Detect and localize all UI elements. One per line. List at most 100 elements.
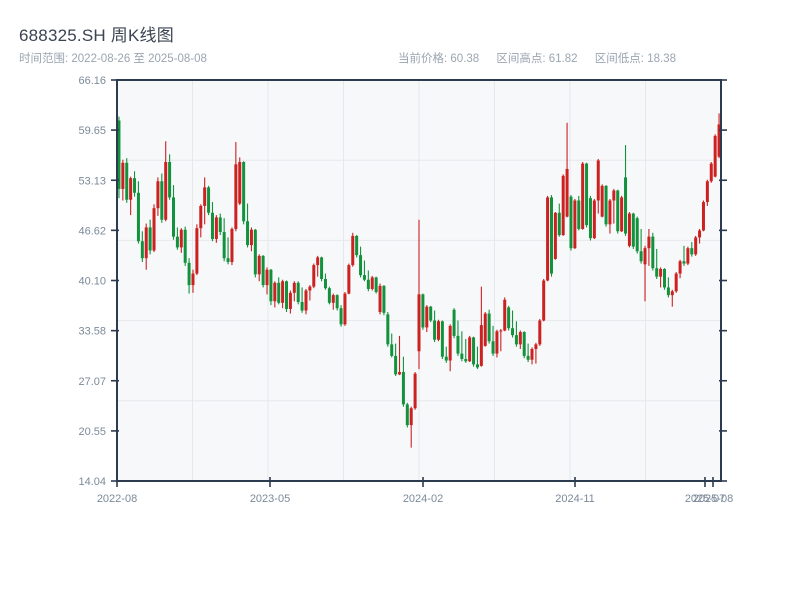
candle-body (573, 200, 577, 249)
x-tick-label: 2025-08 (693, 493, 733, 505)
candle-body (514, 335, 518, 345)
y-tick-label: 46.62 (78, 225, 106, 237)
candle-body (327, 288, 331, 303)
candle-body (468, 337, 472, 362)
candle-body (164, 162, 168, 220)
candle-body (214, 217, 218, 239)
candle-body (499, 330, 503, 332)
candle-body (168, 162, 172, 198)
candle-body (355, 235, 359, 256)
candle-body (577, 200, 581, 229)
candle-body (390, 344, 394, 356)
candle-body (382, 285, 386, 313)
candle-body (386, 314, 390, 345)
candle-body (273, 282, 277, 302)
candle-body (304, 290, 308, 311)
candle-body (674, 273, 678, 292)
candle-body (238, 162, 242, 204)
candle-body (152, 208, 156, 251)
candle-body (413, 373, 417, 409)
y-tick-label: 33.58 (78, 326, 106, 338)
candle-body (456, 335, 460, 354)
range-low: 区间低点: 18.38 (594, 53, 676, 65)
candle-body (312, 265, 316, 287)
candle-body (534, 344, 538, 349)
candle-body (472, 337, 476, 365)
candle-body (479, 325, 483, 366)
candle-body (133, 178, 137, 193)
candle-body (347, 265, 351, 294)
candle-body (682, 261, 686, 264)
candle-body (425, 306, 429, 328)
candle-body (292, 282, 296, 293)
candle-body (518, 332, 522, 345)
candle-body (507, 307, 511, 329)
candle-body (218, 217, 222, 233)
candle-body (698, 230, 702, 238)
x-tick-label: 2024-02 (403, 493, 443, 505)
chart-subtitle-row: 时间范围: 2022-08-26 至 2025-08-08 当前价格: 60.3… (0, 50, 800, 66)
y-tick-label: 40.10 (78, 276, 106, 288)
candle-body (277, 282, 281, 303)
candle-body (635, 218, 639, 252)
candle-body (359, 255, 363, 276)
candle-body (553, 212, 557, 259)
x-tick-label: 2024-11 (555, 493, 595, 505)
candle-body (487, 313, 491, 342)
candle-body (604, 185, 608, 225)
candle-body (409, 408, 413, 426)
candle-body (117, 120, 121, 189)
candle-body (242, 162, 246, 222)
candle-body (491, 341, 495, 354)
candle-body (561, 175, 565, 236)
candle-body (195, 228, 199, 274)
candle-body (460, 353, 464, 359)
candle-body (588, 198, 592, 239)
candle-body (335, 295, 339, 309)
candle-body (585, 163, 589, 226)
candle-body (125, 162, 129, 200)
candle-body (222, 232, 226, 259)
candle-body (608, 200, 612, 225)
candle-body (655, 268, 659, 277)
page-title: 688325.SH 周K线图 (19, 26, 174, 45)
candle-body (565, 168, 569, 217)
candle-body (530, 348, 534, 360)
candle-body (475, 364, 479, 368)
candle-body (549, 197, 553, 274)
candle-body (398, 372, 402, 375)
candle-body (308, 286, 312, 291)
candle-body (624, 177, 628, 234)
candle-body (511, 328, 515, 336)
candle-body (686, 248, 690, 264)
range-high: 区间高点: 61.82 (496, 53, 578, 65)
candle-body (440, 321, 444, 357)
candle-body (172, 197, 176, 237)
y-tick-label: 14.04 (78, 476, 106, 488)
candle-body (690, 248, 694, 255)
candle-body (210, 212, 214, 239)
candle-body (331, 295, 335, 303)
candle-body (444, 356, 448, 361)
candle-body (705, 181, 709, 203)
time-range-label: 时间范围: 2022-08-26 至 2025-08-08 (19, 53, 207, 65)
candle-body (320, 257, 324, 279)
candle-body (659, 268, 663, 277)
candle-body (581, 163, 585, 229)
y-tick-label: 53.13 (78, 175, 106, 187)
candle-body (246, 221, 250, 246)
candle-body (183, 229, 187, 263)
candle-body (394, 355, 398, 375)
candle-body (666, 287, 670, 296)
candle-body (612, 190, 616, 201)
candle-body (643, 248, 647, 265)
candle-body (187, 262, 191, 286)
candle-body (288, 292, 292, 309)
candle-body (144, 227, 148, 259)
current-price: 当前价格: 60.38 (398, 53, 480, 65)
candle-body (257, 255, 261, 275)
y-tick-label: 27.07 (78, 376, 106, 388)
candle-body (374, 277, 378, 293)
candle-body (261, 255, 265, 286)
